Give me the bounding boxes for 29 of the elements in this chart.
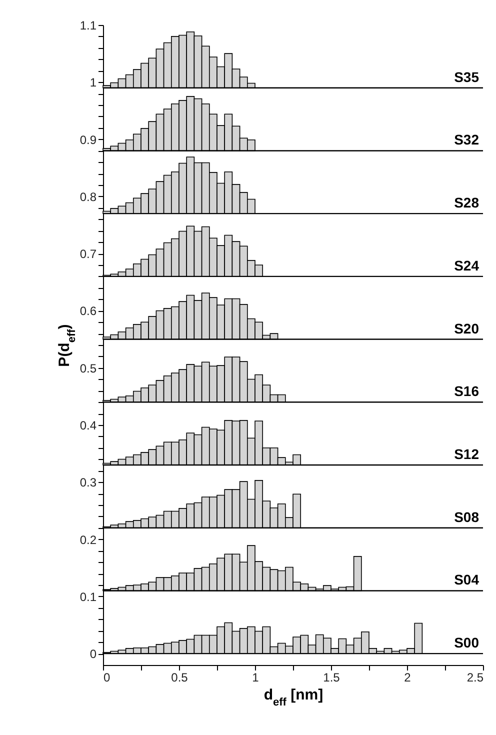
y-tick-label: 0.7 <box>80 247 97 262</box>
x-tick-label: 2 <box>404 670 412 684</box>
ref-line-label: S12 <box>454 446 480 462</box>
ref-line-label: S04 <box>454 572 480 588</box>
ref-line-label: S28 <box>454 194 480 211</box>
ref-line-label: S24 <box>454 257 480 274</box>
x-axis-title: d$_{eff}$ [nm] <box>264 686 324 708</box>
ref-line-label: S32 <box>454 132 480 148</box>
y-tick-label: 1 <box>90 76 97 90</box>
y-tick-label: 0.1 <box>80 590 97 604</box>
y-tick-label: 0.8 <box>80 190 97 204</box>
ref-line-label: S00 <box>454 634 480 651</box>
x-tick-label: 1 <box>252 670 260 684</box>
ref-line-label: S20 <box>454 320 480 336</box>
x-tick-label: 0 <box>104 670 110 684</box>
y-tick-label: 0.6 <box>80 304 97 318</box>
y-tick-label: 0.4 <box>80 418 97 432</box>
text: 0.5 <box>171 670 188 684</box>
y-tick-label: 0.2 <box>80 532 97 547</box>
ref-line-label: S35 <box>454 68 480 85</box>
y-tick-label: 1.1 <box>80 18 97 32</box>
x-tick-label: 1.5 <box>323 670 340 684</box>
ref-line-label: S08 <box>454 508 480 525</box>
y-tick-label: 0.9 <box>80 132 97 147</box>
x-tick-label: 2.5 <box>466 670 484 684</box>
ref-line-label: S16 <box>454 383 480 400</box>
y-tick-label: 0 <box>90 647 97 662</box>
y-tick-label: 0.5 <box>80 361 97 376</box>
y-tick-label: 0.3 <box>80 476 97 490</box>
